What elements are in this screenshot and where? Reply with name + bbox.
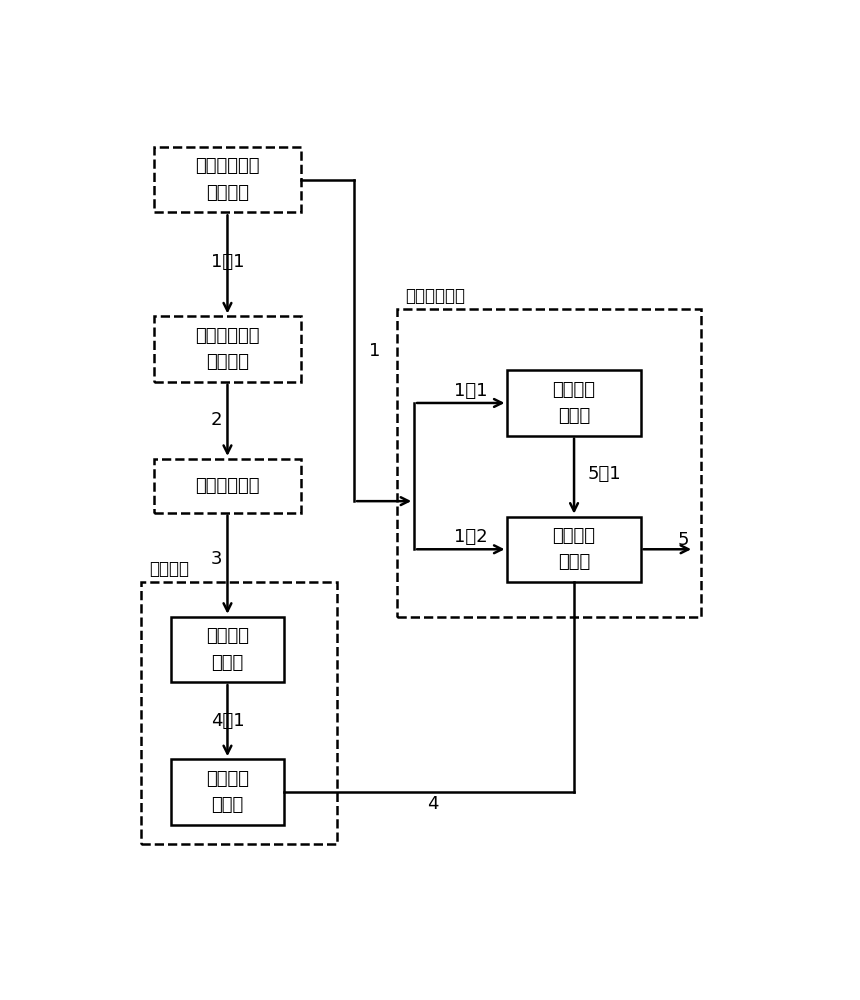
Text: 1．1: 1．1 xyxy=(211,253,244,271)
Text: 4．1: 4．1 xyxy=(211,712,244,730)
Bar xyxy=(154,147,301,212)
Text: 深度学习物体
识别模块: 深度学习物体 识别模块 xyxy=(195,327,260,371)
Bar xyxy=(154,316,301,382)
Text: 点云计算
子模块: 点云计算 子模块 xyxy=(552,527,595,571)
Text: 5．1: 5．1 xyxy=(587,465,621,483)
Bar xyxy=(397,309,701,617)
Text: 筛查过滤
子模块: 筛查过滤 子模块 xyxy=(206,770,249,814)
Bar xyxy=(507,517,641,582)
Text: 双目视觉图像
捕获模块: 双目视觉图像 捕获模块 xyxy=(195,157,260,202)
Text: 1: 1 xyxy=(370,342,381,360)
Text: 双目点云模块: 双目点云模块 xyxy=(405,287,465,305)
Text: 2: 2 xyxy=(211,411,222,429)
Bar xyxy=(141,582,337,844)
Text: 视差计算
子模块: 视差计算 子模块 xyxy=(552,381,595,425)
Text: 图像分割模块: 图像分割模块 xyxy=(195,477,260,495)
Text: 椭圆拟合
子模块: 椭圆拟合 子模块 xyxy=(206,627,249,672)
Bar xyxy=(154,459,301,513)
Text: 4: 4 xyxy=(427,795,439,813)
Bar xyxy=(171,617,284,682)
Text: 3: 3 xyxy=(211,550,222,568)
Text: 1．2: 1．2 xyxy=(454,528,488,546)
Bar xyxy=(507,370,641,436)
Text: 5: 5 xyxy=(678,531,689,549)
Bar xyxy=(171,759,284,825)
Text: 1．1: 1．1 xyxy=(454,382,488,400)
Text: 拟合模块: 拟合模块 xyxy=(149,560,189,578)
